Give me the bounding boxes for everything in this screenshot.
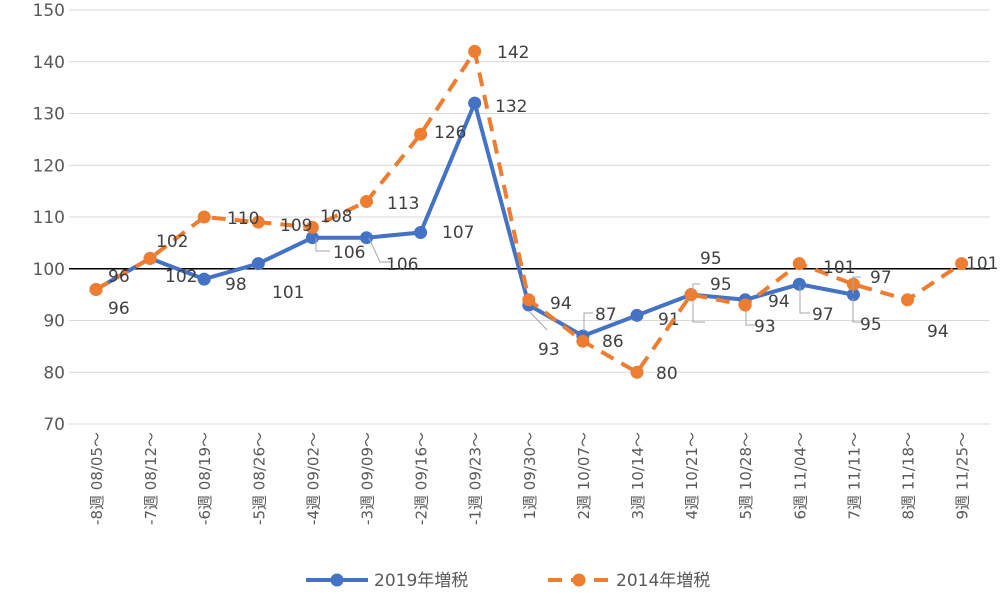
data-point [901,293,914,307]
data-point [468,96,482,110]
x-tick-label: 9週 11/25～ [954,432,972,520]
data-point [197,272,211,286]
label-leader-line [368,237,393,263]
label-leader-line [529,311,548,331]
data-label: 113 [387,194,419,214]
data-label: 95 [700,249,722,269]
data-label: 97 [812,305,834,325]
data-point [414,127,428,141]
y-tick-label: 80 [43,363,65,383]
x-tick-label: 8週 11/18～ [900,432,918,520]
x-tick-label: -3週 09/09～ [359,432,377,525]
legend-marker-1 [572,573,586,587]
data-label: 87 [595,305,617,325]
x-tick-label: 2週 10/07～ [575,432,593,520]
data-label: 110 [227,209,259,229]
data-label: 95 [710,275,732,295]
x-tick-label: -5週 08/26～ [250,432,268,525]
data-label: 98 [225,275,247,295]
data-label: 101 [823,258,855,278]
data-label: 142 [497,43,529,63]
data-label: 109 [280,216,312,236]
data-point [251,215,265,229]
data-label: 93 [538,340,560,360]
data-label: 101 [272,283,304,303]
x-tick-label: -2週 09/16～ [413,432,431,525]
x-tick-label: 4週 10/21～ [683,432,701,520]
y-tick-label: 100 [33,260,65,280]
data-point [468,44,482,58]
x-tick-label: -1週 09/23～ [467,432,485,525]
data-label: 101 [966,254,998,274]
x-tick-label: 5週 10/28～ [737,432,755,520]
data-point [630,365,644,379]
data-point [792,277,806,291]
label-leader-line [315,238,330,252]
y-tick-label: 150 [33,1,65,21]
data-point [89,282,103,296]
data-label: 126 [434,123,466,143]
data-label: 102 [165,267,197,287]
data-point [197,210,211,224]
x-tick-label: -7週 08/12～ [142,432,160,525]
data-point [251,257,265,271]
data-label: 86 [602,332,624,352]
y-tick-label: 70 [43,415,65,435]
label-leader-line [852,276,861,294]
data-label: 108 [320,207,352,227]
label-leader-line [583,312,593,331]
data-point [305,220,319,234]
x-tick-label: 6週 11/04～ [791,432,809,520]
data-label: 107 [442,223,474,243]
x-tick-label: 3週 10/14～ [629,432,647,520]
data-point [630,308,644,322]
data-label: 93 [754,317,776,337]
y-tick-label: 130 [33,105,65,125]
label-leader-line [692,296,705,323]
data-point [522,293,536,307]
data-label: 106 [333,243,365,263]
data-label: 94 [768,292,790,312]
data-point [414,226,428,240]
x-tick-label: -8週 08/05～ [88,432,106,525]
legend-label-0: 2019年増税 [374,571,468,591]
data-point [684,288,698,302]
data-label: 94 [927,322,949,342]
data-point [738,298,752,312]
legend-label-1: 2014年増税 [616,571,710,591]
y-tick-label: 110 [33,208,65,228]
x-tick-label: 7週 11/11～ [845,432,863,520]
data-point [360,231,373,245]
data-label: 95 [860,315,882,335]
data-label: 102 [156,232,188,252]
data-point [846,288,860,302]
y-tick-label: 90 [43,312,65,332]
data-point [360,194,373,208]
data-label: 94 [550,294,572,314]
data-label: 80 [656,364,678,384]
data-label: 132 [495,97,527,117]
label-leader-line [692,283,700,292]
data-point [792,257,806,271]
data-point [576,334,590,348]
x-tick-label: -4週 09/02～ [304,432,322,525]
data-label: 96 [108,299,130,319]
y-tick-label: 120 [33,156,65,176]
x-tick-label: -6週 08/19～ [196,432,214,525]
data-point [955,257,969,271]
data-label: 97 [870,268,892,288]
data-label: 96 [108,267,130,287]
data-label: 106 [386,255,418,275]
label-leader-line [799,286,810,314]
label-leader-line [852,298,863,323]
y-tick-label: 140 [33,53,65,73]
data-label: 91 [658,310,680,330]
data-point [143,251,157,265]
x-tick-label: 1週 09/30～ [521,432,539,520]
legend-marker-0 [330,573,344,587]
